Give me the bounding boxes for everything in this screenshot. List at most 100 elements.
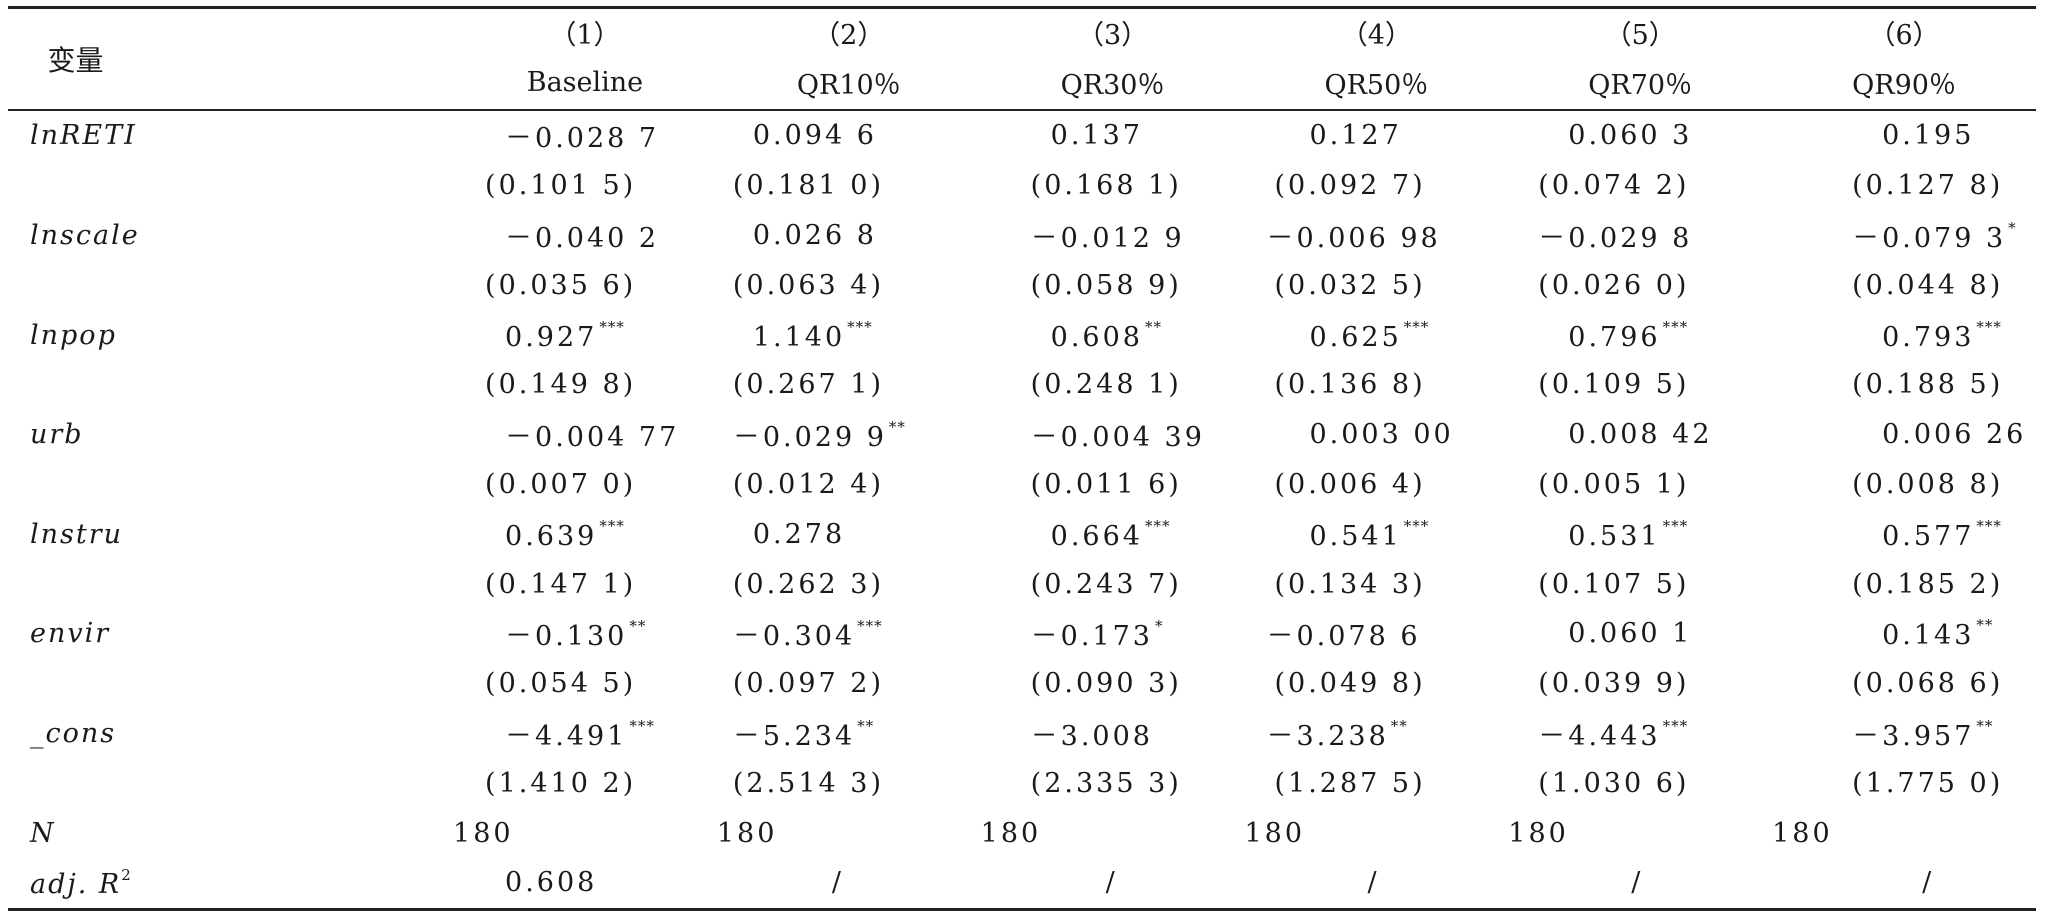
cell-value: －0.078 6 xyxy=(1266,621,1421,653)
cell-value: (0.068 6) xyxy=(1852,668,2004,700)
table-cell: (0.008 8) xyxy=(1772,460,2036,510)
table-row: urb －0.004 77 －0.029 9 ** －0.004 39 0.003 00 0… xyxy=(8,410,2036,460)
table-cell: (1.775 0) xyxy=(1772,758,2036,808)
cell-value: 0.003 00 xyxy=(1309,419,1454,451)
cell-value: (1.775 0) xyxy=(1852,767,2004,799)
table-cell: (1.287 5) xyxy=(1244,758,1508,808)
column-number-4: （4） xyxy=(1244,6,1509,55)
table-cell: －4.443 *** xyxy=(1508,709,1772,759)
cell-value: －0.004 77 xyxy=(505,422,680,454)
cell-value: (0.188 5) xyxy=(1852,369,2004,401)
cell-value: (0.012 4) xyxy=(732,468,884,500)
cell-value: (0.007 0) xyxy=(485,468,637,500)
row-label xyxy=(8,758,453,808)
table-cell: 0.664 *** xyxy=(981,509,1245,559)
table-cell: －0.304 *** xyxy=(717,609,981,659)
table-cell: －0.040 2 xyxy=(453,211,717,261)
cell-value: 0.008 42 xyxy=(1568,419,1713,451)
row-label: lnpop xyxy=(30,319,117,351)
column-number-6: （6） xyxy=(1772,6,2036,55)
table-body: lnRETI －0.028 7 0.094 6 0.137 0.127 0.060 3 0.… xyxy=(8,110,2036,911)
table-cell: 0.796 *** xyxy=(1508,310,1772,360)
table-cell: (0.097 2) xyxy=(717,659,981,709)
table-cell: (0.168 1) xyxy=(981,161,1245,211)
table-cell: 180 xyxy=(1772,808,2036,858)
cell-value: (0.185 2) xyxy=(1852,568,2004,600)
cell-value: (0.168 1) xyxy=(1030,170,1182,202)
cell-value: 0.094 6 xyxy=(752,120,877,152)
significance-stars: ** xyxy=(1144,317,1162,336)
cell-value: －0.304 xyxy=(732,621,856,653)
column-model-3: QR30％ xyxy=(980,55,1245,111)
row-label xyxy=(8,659,453,709)
cell-value: 180 xyxy=(1244,817,1306,849)
row-label: adj. R2 xyxy=(8,857,454,911)
cell-value: －0.028 7 xyxy=(505,123,660,155)
cell-value: －5.234 xyxy=(732,720,856,752)
table-cell: (0.267 1) xyxy=(717,360,981,410)
table-cell: 0.137 xyxy=(981,110,1245,161)
cell-value: (0.026 0) xyxy=(1538,269,1690,301)
column-model-5: QR70％ xyxy=(1508,55,1773,111)
cell-value: 0.927 xyxy=(505,321,598,353)
column-model-6: QR90％ xyxy=(1772,55,2036,111)
table-cell: (0.005 1) xyxy=(1508,460,1772,510)
table-cell: －0.029 8 xyxy=(1508,211,1772,261)
adj-r2-exponent: 2 xyxy=(121,865,133,884)
table-cell: (0.243 7) xyxy=(981,559,1245,609)
table-cell: －0.078 6 xyxy=(1244,609,1508,659)
table-cell: (0.188 5) xyxy=(1772,360,2036,410)
row-label xyxy=(8,260,453,310)
table-cell: 0.608 xyxy=(453,857,717,911)
cell-value: 0.278 xyxy=(752,518,846,550)
cell-value: (0.149 8) xyxy=(485,369,637,401)
cell-value: －0.079 3 xyxy=(1852,222,2007,254)
cell-value: (0.101 5) xyxy=(485,170,637,202)
variable-column-header: 变量 xyxy=(8,6,454,111)
table-cell: (0.147 1) xyxy=(453,559,717,609)
table-cell: (0.090 3) xyxy=(981,659,1245,709)
cell-value: 0.608 xyxy=(1050,321,1143,353)
table-cell: (2.514 3) xyxy=(717,758,981,808)
table-cell: －4.491 *** xyxy=(453,709,717,759)
row-label xyxy=(8,460,453,510)
row-label: envir xyxy=(30,618,111,650)
table-row: (0.035 6) (0.063 4) (0.058 9) (0.032 5) (0.0… xyxy=(8,260,2036,310)
cell-value: (0.147 1) xyxy=(485,568,637,600)
table-cell: 1.140 *** xyxy=(717,310,981,360)
table-cell: 180 xyxy=(1508,808,1772,858)
cell-value: (0.092 7) xyxy=(1274,170,1426,202)
table-cell: 0.195 xyxy=(1772,110,2036,161)
cell-value: 0.143 xyxy=(1882,620,1975,652)
table-row: envir －0.130 ** －0.304 *** －0.173 * －0.078 6 0.0… xyxy=(8,609,2036,659)
table-cell: 0.608 ** xyxy=(981,310,1245,360)
table-cell: 0.625 *** xyxy=(1244,310,1508,360)
header-row-numbers: 变量 （1） （2） （3） （4） （5） （6） xyxy=(8,6,2036,111)
column-model-2: QR10％ xyxy=(716,55,981,111)
table-cell: (0.058 9) xyxy=(981,260,1245,310)
cell-value: －4.443 xyxy=(1538,720,1661,752)
cell-value: 0.639 xyxy=(505,520,598,552)
table-cell: (0.068 6) xyxy=(1772,659,2036,709)
table-cell: (0.109 5) xyxy=(1508,360,1772,410)
table-row: (0.149 8) (0.267 1) (0.248 1) (0.136 8) (0.1… xyxy=(8,360,2036,410)
table-cell: (0.063 4) xyxy=(717,260,981,310)
table-row: lnscale －0.040 2 0.026 8 －0.012 9 －0.006 98 －… xyxy=(8,211,2036,261)
table-row: (0.054 5) (0.097 2) (0.090 3) (0.049 8) (0.0… xyxy=(8,659,2036,709)
column-model-1: Baseline xyxy=(453,55,717,111)
table-cell: 0.008 42 xyxy=(1508,410,1772,460)
cell-value: 0.664 xyxy=(1050,520,1143,552)
table-cell: (0.107 5) xyxy=(1508,559,1772,609)
table-cell: / xyxy=(716,857,981,911)
cell-value: 0.577 xyxy=(1882,520,1975,552)
table-cell: 0.006 26 xyxy=(1772,410,2036,460)
cell-value: (0.074 2) xyxy=(1538,170,1690,202)
table-cell: (0.032 5) xyxy=(1244,260,1508,310)
table-cell: / xyxy=(1772,857,2036,911)
table-cell: －0.029 9 ** xyxy=(717,410,981,460)
significance-stars: ** xyxy=(1976,616,1994,635)
table-cell: / xyxy=(1508,857,1773,911)
table-cell: 180 xyxy=(1244,808,1508,858)
cell-value: (0.262 3) xyxy=(732,568,884,600)
table-cell: －3.957 ** xyxy=(1772,709,2036,759)
